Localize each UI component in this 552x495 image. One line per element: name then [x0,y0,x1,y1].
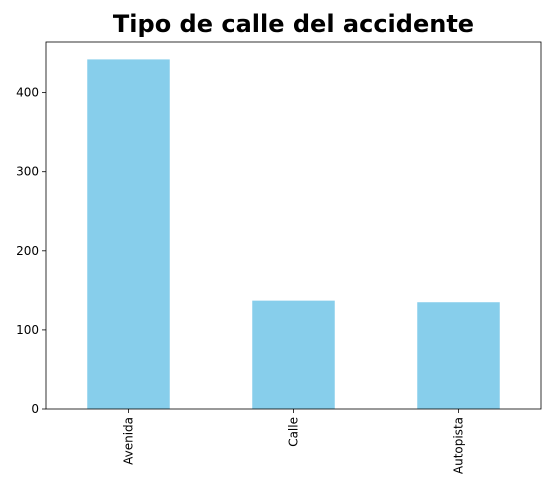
bar-calle [252,300,335,409]
bar-avenida [87,59,170,409]
x-tick-label: Calle [287,417,301,447]
bars-group [87,59,500,409]
bar-autopista [417,302,500,409]
plot-frame [45,41,542,410]
y-tick-label: 0 [31,402,39,416]
y-axis: 0 100 200 300 400 [16,86,46,416]
x-tick-label: Avenida [122,417,136,465]
y-tick-label: 100 [16,323,39,337]
y-tick-label: 400 [16,86,39,100]
y-tick-label: 200 [16,244,39,258]
x-tick-label: Autopista [452,417,466,474]
y-tick-label: 300 [16,165,39,179]
chart-title: Tipo de calle del accidente [113,10,474,38]
plot-border [45,41,542,410]
x-axis: Avenida Calle Autopista [122,409,466,474]
